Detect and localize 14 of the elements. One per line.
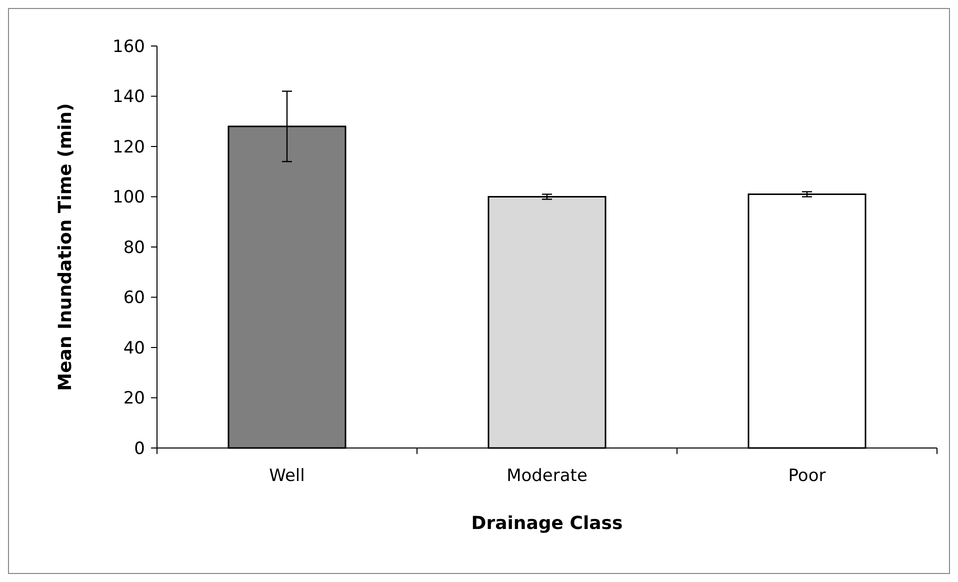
y-tick-label: 0 <box>134 438 145 459</box>
x-tick-label: Well <box>269 466 305 486</box>
y-tick-label: 60 <box>123 288 145 308</box>
y-tick-label: 140 <box>112 87 145 108</box>
y-tick-label: 120 <box>112 137 145 158</box>
y-tick-label: 100 <box>112 188 145 208</box>
y-tick-label: 160 <box>112 36 145 57</box>
x-axis-title: Drainage Class <box>471 513 623 534</box>
y-tick-label: 40 <box>123 338 145 358</box>
x-tick-label: Poor <box>788 466 826 486</box>
y-tick-label: 20 <box>123 388 145 409</box>
y-axis-title: Mean Inundation Time (min) <box>55 103 76 391</box>
y-tick-label: 80 <box>123 238 145 258</box>
x-tick-label: Moderate <box>506 466 588 486</box>
